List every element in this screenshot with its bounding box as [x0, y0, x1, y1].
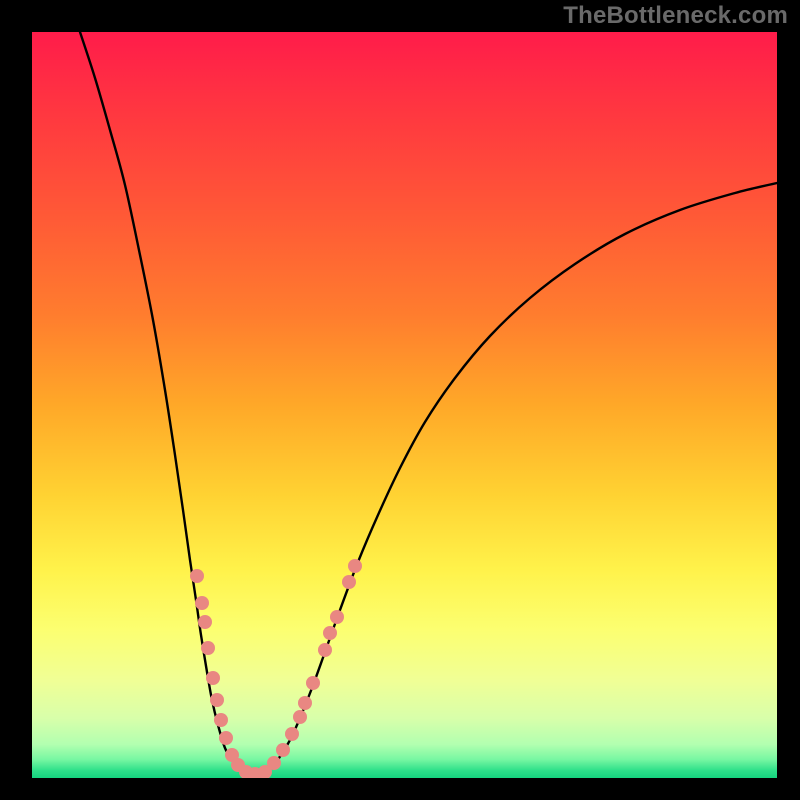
data-marker [210, 693, 224, 707]
data-marker [206, 671, 220, 685]
data-marker [348, 559, 362, 573]
chart-stage: TheBottleneck.com [0, 0, 800, 800]
data-marker [285, 727, 299, 741]
data-marker [214, 713, 228, 727]
data-marker [195, 596, 209, 610]
data-marker [219, 731, 233, 745]
data-marker [318, 643, 332, 657]
data-marker [330, 610, 344, 624]
watermark-text: TheBottleneck.com [563, 2, 788, 30]
data-marker [267, 756, 281, 770]
data-marker [323, 626, 337, 640]
gradient-plot-area [32, 32, 777, 778]
data-marker [298, 696, 312, 710]
bottleneck-chart-svg [0, 0, 800, 800]
data-marker [190, 569, 204, 583]
data-marker [293, 710, 307, 724]
data-marker [276, 743, 290, 757]
data-marker [306, 676, 320, 690]
data-marker [198, 615, 212, 629]
data-marker [201, 641, 215, 655]
data-marker [342, 575, 356, 589]
